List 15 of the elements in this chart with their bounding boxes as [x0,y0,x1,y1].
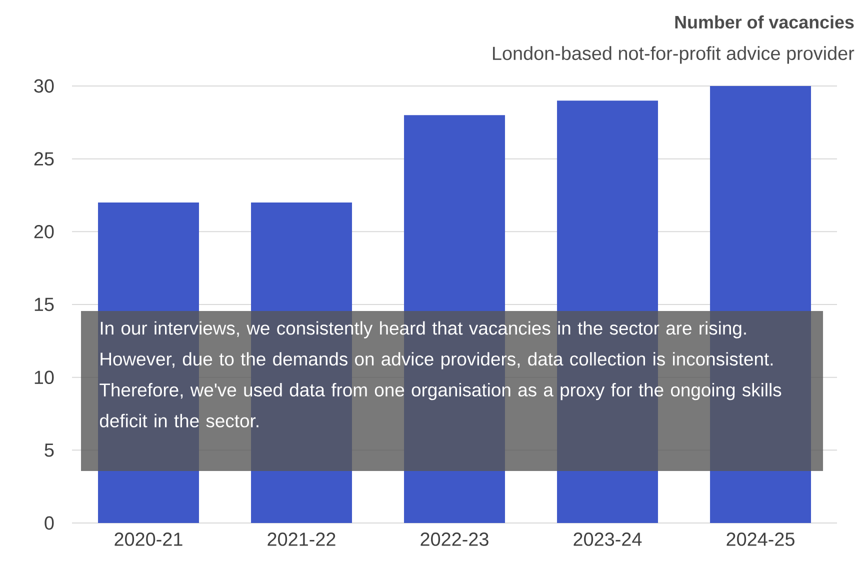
y-tick-label: 25 [34,152,54,166]
x-tick-label: 2021-22 [268,532,336,546]
y-tick-label: 10 [34,370,54,384]
y-tick-label: 30 [34,79,54,93]
x-tick-label: 2020-21 [114,532,182,546]
y-tick-label: 5 [44,444,54,457]
y-tick-label: 15 [34,298,54,312]
chart-subtitle: London-based not-for-profit advice provider [493,46,854,64]
chart-title: Number of vacancies [675,15,854,29]
x-tick-label: 2022-23 [420,532,488,546]
y-tick-label: 20 [34,224,54,238]
annotation: In our interviews, we consistently heard that vacancies in the sector are rising. However, due to the demands on advice providers, data collection is inconsistent. Therefore, we've used data from one organisation as a proxy for the ongoing skills deficit in the sector. [100,321,782,428]
x-tick-label: 2024-25 [726,532,794,546]
x-tick-label: 2023-24 [574,532,642,546]
y-tick-label: 0 [44,516,54,530]
